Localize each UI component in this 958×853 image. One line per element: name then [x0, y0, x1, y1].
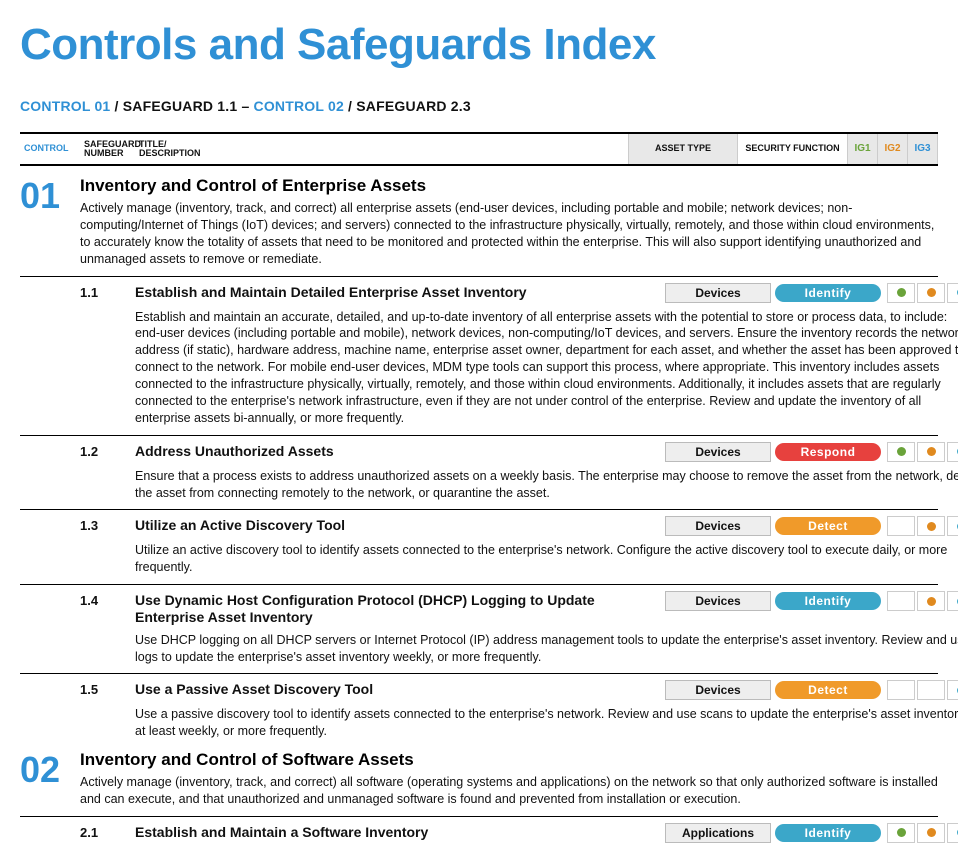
range-slash: / [110, 98, 122, 114]
safeguard-description: Ensure that a process exists to address … [135, 468, 958, 502]
control-header: 02Inventory and Control of Software Asse… [20, 750, 938, 808]
security-function-pill: Identify [775, 284, 881, 302]
range-breadcrumb: CONTROL 01 / SAFEGUARD 1.1 – CONTROL 02 … [20, 98, 938, 114]
security-function-pill: Detect [775, 681, 881, 699]
ig1-cell [887, 442, 915, 462]
asset-type-badge: Devices [665, 283, 771, 303]
safeguard-row: 1.5Use a Passive Asset Discovery ToolDev… [20, 673, 938, 740]
security-function-pill: Identify [775, 592, 881, 610]
control-title-wrap: Inventory and Control of Enterprise Asse… [80, 176, 938, 268]
safeguard-description: Utilize an active discovery tool to iden… [135, 542, 958, 576]
table-header: CONTROL SAFEGUARDNUMBER TITLE/DESCRIPTIO… [20, 132, 938, 166]
safeguard-row: 1.2Address Unauthorized AssetsDevicesRes… [20, 435, 938, 502]
safeguard-title: Address Unauthorized Assets [135, 442, 665, 460]
safeguard-row: 1.4Use Dynamic Host Configuration Protoc… [20, 584, 938, 665]
header-title-desc: TITLE/DESCRIPTION [135, 138, 628, 161]
ig2-dot-icon [927, 522, 936, 531]
ig3-cell [947, 283, 958, 303]
safeguard-number: 1.3 [80, 516, 135, 533]
asset-type-badge: Devices [665, 680, 771, 700]
asset-type-badge: Devices [665, 516, 771, 536]
safeguard-description: Use DHCP logging on all DHCP servers or … [135, 632, 958, 666]
header-safeguard-number: SAFEGUARDNUMBER [80, 138, 135, 161]
ig3-cell [947, 823, 958, 843]
ig1-cell [887, 516, 915, 536]
ig2-cell [917, 442, 945, 462]
asset-type-badge: Applications [665, 823, 771, 843]
safeguard-number: 1.2 [80, 442, 135, 459]
ig1-dot-icon [897, 828, 906, 837]
safeguard-title: Establish and Maintain a Software Invent… [135, 823, 665, 841]
safeguard-row: 1.3Utilize an Active Discovery ToolDevic… [20, 509, 938, 576]
ig2-dot-icon [927, 288, 936, 297]
security-function-pill: Identify [775, 824, 881, 842]
range-left-sg: SAFEGUARD 1.1 [123, 98, 238, 114]
control-number: 02 [20, 750, 80, 808]
ig3-cell [947, 680, 958, 700]
ig1-cell [887, 680, 915, 700]
ig2-cell [917, 680, 945, 700]
ig2-cell [917, 823, 945, 843]
page-title: Controls and Safeguards Index [20, 20, 938, 70]
safeguard-row: 1.1Establish and Maintain Detailed Enter… [20, 276, 938, 427]
asset-type-badge: Devices [665, 591, 771, 611]
security-function-pill: Respond [775, 443, 881, 461]
safeguard-title: Use a Passive Asset Discovery Tool [135, 680, 665, 698]
control-block: 02Inventory and Control of Software Asse… [20, 750, 938, 843]
header-control: CONTROL [20, 142, 80, 155]
ig1-dot-icon [897, 447, 906, 456]
ig2-dot-icon [927, 447, 936, 456]
safeguard-description: Establish and maintain an accurate, deta… [135, 309, 958, 427]
ig3-cell [947, 442, 958, 462]
header-asset-type: ASSET TYPE [628, 134, 738, 164]
ig2-cell [917, 283, 945, 303]
range-right-control: CONTROL 02 [254, 98, 344, 114]
security-function-pill: Detect [775, 517, 881, 535]
safeguard-number: 2.1 [80, 823, 135, 840]
safeguard-number: 1.1 [80, 283, 135, 300]
control-description: Actively manage (inventory, track, and c… [80, 774, 938, 808]
control-title-wrap: Inventory and Control of Software Assets… [80, 750, 938, 808]
ig1-cell [887, 591, 915, 611]
range-right-sg: SAFEGUARD 2.3 [356, 98, 471, 114]
safeguard-description: Use a passive discovery tool to identify… [135, 706, 958, 740]
header-ig1: IG1 [848, 134, 878, 164]
ig1-dot-icon [897, 288, 906, 297]
control-header: 01Inventory and Control of Enterprise As… [20, 176, 938, 268]
asset-type-badge: Devices [665, 442, 771, 462]
ig3-cell [947, 591, 958, 611]
control-title: Inventory and Control of Software Assets [80, 750, 938, 770]
safeguard-title: Utilize an Active Discovery Tool [135, 516, 665, 534]
range-slash2: / [344, 98, 356, 114]
header-security-function: SECURITY FUNCTION [738, 134, 848, 164]
ig2-cell [917, 591, 945, 611]
control-title: Inventory and Control of Enterprise Asse… [80, 176, 938, 196]
safeguard-title: Establish and Maintain Detailed Enterpri… [135, 283, 665, 301]
header-ig2: IG2 [878, 134, 908, 164]
ig2-dot-icon [927, 597, 936, 606]
control-number: 01 [20, 176, 80, 268]
ig2-cell [917, 516, 945, 536]
ig3-cell [947, 516, 958, 536]
safeguard-number: 1.4 [80, 591, 135, 608]
control-description: Actively manage (inventory, track, and c… [80, 200, 938, 268]
safeguard-number: 1.5 [80, 680, 135, 697]
safeguard-row: 2.1Establish and Maintain a Software Inv… [20, 816, 938, 843]
ig1-cell [887, 823, 915, 843]
ig1-cell [887, 283, 915, 303]
ig2-dot-icon [927, 828, 936, 837]
header-ig3: IG3 [908, 134, 938, 164]
range-left-control: CONTROL 01 [20, 98, 110, 114]
control-block: 01Inventory and Control of Enterprise As… [20, 176, 938, 740]
safeguard-title: Use Dynamic Host Configuration Protocol … [135, 591, 665, 626]
